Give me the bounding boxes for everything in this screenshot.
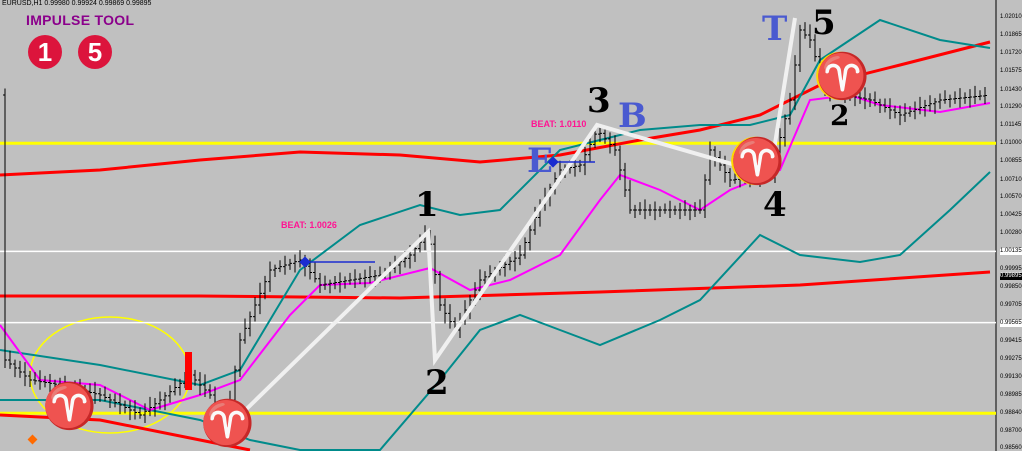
- wave-label-4: 4: [763, 185, 787, 225]
- letter-e: E: [527, 141, 553, 181]
- price-axis-tick: 0.99415: [1000, 338, 1022, 345]
- price-axis-tick: 0.98840: [1000, 410, 1022, 417]
- middle-band-line: [0, 93, 991, 412]
- current-price-label: 0.99895: [1000, 273, 1022, 281]
- price-axis-tick: 1.00710: [1000, 176, 1022, 183]
- price-axis-tick: 1.01720: [1000, 50, 1022, 57]
- wave-label-2b: 2: [830, 99, 850, 132]
- letter-t: T: [762, 9, 788, 49]
- aries-icon: ♈: [730, 137, 785, 186]
- price-axis-tick: 1.02010: [1000, 14, 1022, 20]
- wave-label-1: 1: [415, 185, 439, 225]
- price-axis-tick: 1.00280: [1000, 230, 1022, 237]
- badge-1: 1: [28, 35, 62, 69]
- price-axis-tick: 0.99995: [1000, 265, 1022, 272]
- beat-diamond-marker: [299, 256, 311, 268]
- price-axis-tick: 1.00855: [1000, 158, 1022, 165]
- wave-label-5: 5: [812, 3, 836, 43]
- price-axis-tick: 1.01865: [1000, 32, 1022, 39]
- aries-icon: ♈: [200, 399, 255, 448]
- aries-icon: ♈: [42, 382, 97, 431]
- aries-icon: ♈: [815, 52, 870, 101]
- tool-title: IMPULSE TOOL: [26, 12, 135, 28]
- orange-diamond-marker: [27, 434, 38, 445]
- lower-band-line: [0, 171, 991, 451]
- price-axis-tick: 0.99850: [1000, 284, 1022, 290]
- upper-ma-line: [0, 40, 991, 177]
- price-axis-tick: 0.98560: [1000, 445, 1022, 451]
- price-axis-tick: 1.00570: [1000, 194, 1022, 200]
- price-axis-tick: 1.00425: [1000, 212, 1022, 219]
- beat-label-2: BEAT: 1.0110: [531, 119, 587, 129]
- price-axis-tick: 1.00135: [1000, 248, 1022, 256]
- price-axis-tick: 1.01000: [1000, 140, 1022, 147]
- price-axis-tick: 0.99565: [1000, 319, 1022, 327]
- price-axis-tick: 0.98985: [1000, 392, 1022, 399]
- wave-label-3: 3: [587, 81, 611, 121]
- beat-diamond-marker: [547, 156, 559, 168]
- price-axis-tick: 1.01145: [1000, 122, 1022, 129]
- price-axis-tick: 1.01575: [1000, 68, 1022, 75]
- price-axis-tick: 0.99705: [1000, 302, 1022, 309]
- price-axis-tick: 0.99275: [1000, 355, 1022, 362]
- beat-label-1: BEAT: 1.0026: [281, 220, 337, 230]
- symbol-info: EURUSD,H1 0.99980 0.99924 0.99869 0.9989…: [2, 0, 152, 7]
- badge-5: 5: [78, 35, 112, 69]
- price-axis-tick: 0.99130: [1000, 374, 1022, 380]
- price-axis-tick: 1.01430: [1000, 86, 1022, 93]
- wave-label-2: 2: [425, 363, 449, 403]
- impulse-wave-line: [223, 17, 797, 432]
- price-axis-tick: 0.98700: [1000, 427, 1022, 434]
- red-candle-marker: [185, 352, 192, 390]
- price-axis-tick: 1.01290: [1000, 104, 1022, 110]
- bottom-ma-line: [0, 413, 251, 451]
- lower-ma-line: [0, 270, 991, 300]
- letter-b: B: [618, 96, 647, 136]
